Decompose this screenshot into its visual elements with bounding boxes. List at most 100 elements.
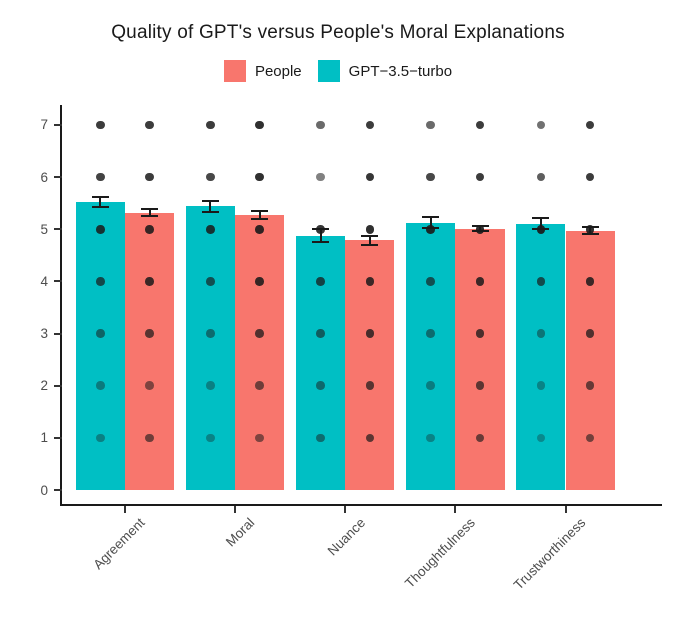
x-tick-mark	[123, 506, 126, 513]
x-axis-label-thoughtfulness: Thoughtfulness	[402, 515, 478, 591]
jitter-dot	[585, 172, 595, 182]
y-tick-mark	[54, 176, 62, 179]
jitter-dot	[145, 381, 154, 390]
x-axis-line	[60, 504, 662, 506]
legend-entry-people: People	[223, 60, 302, 82]
jitter-dot	[316, 277, 325, 286]
jitter-dot	[96, 329, 105, 338]
jitter-dot	[585, 277, 595, 286]
error-bar-people-trustworthiness-cap-top	[581, 226, 599, 229]
jitter-dot	[145, 172, 154, 182]
y-tick-label: 3	[40, 326, 48, 342]
jitter-dot	[206, 172, 215, 182]
error-bar-people-moral	[258, 210, 261, 219]
jitter-dot	[316, 120, 325, 130]
bar-gpt-3.5-turbo-thoughtfulness	[406, 222, 456, 490]
chart-legend: People GPT−3.5−turbo	[0, 60, 676, 82]
y-tick-label: 0	[40, 482, 48, 498]
jitter-dot	[536, 433, 546, 443]
jitter-dot	[145, 433, 154, 443]
y-tick-label: 7	[40, 117, 48, 133]
jitter-dot	[426, 225, 435, 234]
jitter-dot	[426, 381, 435, 390]
y-tick-label: 6	[40, 169, 48, 185]
y-tick-label: 1	[40, 430, 48, 446]
error-bar-gpt-3.5-turbo-thoughtfulness-cap-top	[422, 215, 440, 218]
jitter-dot	[96, 225, 105, 234]
jitter-dot	[475, 381, 485, 390]
jitter-dot	[365, 329, 375, 338]
error-bar-gpt-3.5-turbo-thoughtfulness-cap-bottom	[422, 227, 440, 230]
jitter-dot	[316, 433, 325, 443]
x-tick-mark	[234, 506, 237, 513]
error-bar-people-trustworthiness-cap-bottom	[581, 233, 599, 236]
jitter-dot	[255, 225, 264, 234]
y-tick-mark	[54, 123, 62, 126]
jitter-dot	[255, 433, 264, 443]
legend-entry-gpt-3.5-turbo: GPT−3.5−turbo	[317, 60, 452, 82]
error-bar-people-nuance-cap-top	[361, 234, 379, 237]
bar-gpt-3.5-turbo-nuance	[295, 235, 346, 490]
chart-title: Quality of GPT's versus People's Moral E…	[111, 22, 565, 43]
jitter-dot	[475, 433, 485, 443]
error-bar-people-nuance	[368, 235, 371, 245]
y-axis-line	[60, 105, 62, 505]
error-bar-gpt-3.5-turbo-moral-cap-top	[201, 200, 219, 203]
error-bar-gpt-3.5-turbo-agreement-cap-bottom	[91, 206, 109, 209]
jitter-dot	[316, 329, 325, 338]
jitter-dot	[145, 225, 154, 234]
jitter-dot	[255, 172, 264, 182]
jitter-dot	[316, 381, 325, 390]
jitter-dot	[426, 120, 435, 130]
bar-gpt-3.5-turbo-moral	[185, 206, 236, 490]
jitter-dot	[585, 381, 595, 390]
legend-swatch-gpt-3.5-turbo	[317, 60, 340, 82]
y-tick-label: 2	[40, 378, 48, 394]
jitter-dot	[426, 433, 435, 443]
legend-swatch-people	[223, 60, 246, 82]
jitter-dot	[206, 433, 215, 443]
jitter-dot	[426, 329, 435, 338]
error-bar-gpt-3.5-turbo-nuance-cap-bottom	[312, 240, 330, 243]
error-bar-people-nuance-cap-bottom	[361, 243, 379, 246]
x-axis-label-agreement: Agreement	[90, 515, 148, 573]
jitter-dot	[475, 329, 485, 338]
error-bar-gpt-3.5-turbo-trustworthiness-cap-top	[532, 216, 550, 219]
error-bar-people-agreement	[148, 208, 151, 217]
y-tick-label: 5	[40, 221, 48, 237]
jitter-dot	[255, 381, 264, 390]
jitter-dot	[585, 433, 595, 443]
jitter-dot	[536, 120, 546, 130]
jitter-dot	[426, 277, 435, 286]
x-tick-mark	[564, 506, 567, 513]
jitter-dot	[536, 329, 546, 338]
error-bar-gpt-3.5-turbo-thoughtfulness	[429, 216, 432, 229]
jitter-dot	[96, 120, 105, 130]
legend-label: People	[254, 62, 302, 80]
jitter-dot	[536, 172, 546, 182]
x-axis-label-nuance: Nuance	[324, 515, 368, 559]
jitter-dot	[475, 277, 485, 286]
jitter-dot	[206, 381, 215, 390]
jitter-dot	[316, 172, 325, 182]
y-tick-label: 4	[40, 273, 48, 289]
error-bar-people-agreement-cap-top	[141, 207, 159, 210]
bar-gpt-3.5-turbo-trustworthiness	[516, 223, 566, 490]
bar-people-moral	[235, 214, 285, 490]
y-tick-mark	[54, 384, 62, 387]
error-bar-people-moral-cap-bottom	[251, 217, 269, 220]
jitter-dot	[365, 381, 375, 390]
bar-gpt-3.5-turbo-agreement	[75, 202, 125, 490]
jitter-dot	[96, 433, 105, 443]
jitter-dot	[206, 225, 215, 234]
bar-people-trustworthiness	[565, 230, 615, 490]
jitter-dot	[365, 433, 375, 443]
jitter-dot	[365, 172, 375, 182]
jitter-dot	[365, 277, 375, 286]
y-tick-mark	[54, 280, 62, 283]
jitter-dot	[255, 277, 264, 286]
error-bar-gpt-3.5-turbo-moral-cap-bottom	[201, 210, 219, 213]
x-axis-label-trustworthiness: Trustworthiness	[510, 515, 589, 593]
